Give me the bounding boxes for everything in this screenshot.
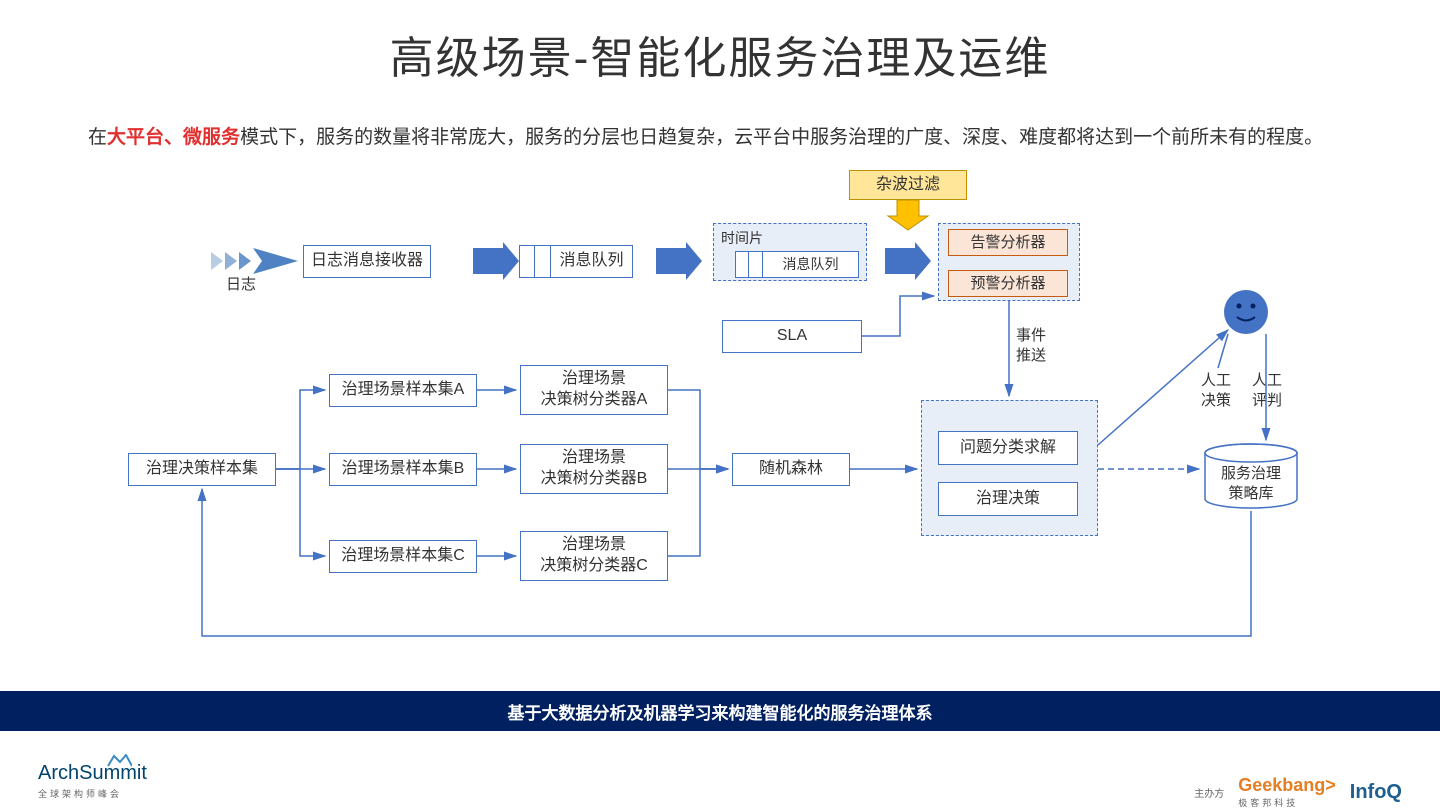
warning-analyzer-box: 预警分析器 bbox=[948, 270, 1068, 297]
footer-bar: 基于大数据分析及机器学习来构建智能化的服务治理体系 bbox=[0, 691, 1440, 731]
user-icon bbox=[1224, 290, 1268, 334]
manual-decision-label: 人工 决策 bbox=[1201, 371, 1231, 410]
gov-decision-box: 治理决策 bbox=[938, 482, 1078, 516]
scene-c-box: 治理场景样本集C bbox=[329, 540, 477, 573]
log-receiver-box: 日志消息接收器 bbox=[303, 245, 431, 278]
archsummit-logo: ArchSummit 全球架构师峰会 bbox=[38, 762, 147, 800]
sla-box: SLA bbox=[722, 320, 862, 353]
alarm-analyzer-box: 告警分析器 bbox=[948, 229, 1068, 256]
scene-b-box: 治理场景样本集B bbox=[329, 453, 477, 486]
sponsor-logos: 主办方 Geekbang> 极客邦科技 InfoQ bbox=[1194, 775, 1402, 809]
policy-lib-cylinder: 服务治理 策略库 bbox=[1203, 443, 1299, 516]
manual-judge-label: 人工 评判 bbox=[1252, 371, 1282, 410]
sample-set-box: 治理决策样本集 bbox=[128, 453, 276, 486]
problem-solve-box: 问题分类求解 bbox=[938, 431, 1078, 465]
tree-b-box: 治理场景 决策树分类器B bbox=[520, 444, 668, 494]
log-label: 日志 bbox=[226, 273, 256, 294]
description: 在大平台、微服务模式下，服务的数量将非常庞大，服务的分层也日趋复杂，云平台中服务… bbox=[88, 124, 1358, 153]
page-title: 高级场景-智能化服务治理及运维 bbox=[0, 0, 1440, 86]
random-forest-box: 随机森林 bbox=[732, 453, 850, 486]
noise-filter-box: 杂波过滤 bbox=[849, 170, 967, 200]
scene-a-box: 治理场景样本集A bbox=[329, 374, 477, 407]
msg-queue-1: 消息队列 bbox=[551, 245, 633, 278]
time-slice-label: 时间片 bbox=[721, 228, 763, 248]
tree-c-box: 治理场景 决策树分类器C bbox=[520, 531, 668, 581]
msg-queue-2: 消息队列 bbox=[763, 251, 859, 278]
tree-a-box: 治理场景 决策树分类器A bbox=[520, 365, 668, 415]
event-push-label: 事件 推送 bbox=[1016, 326, 1046, 365]
